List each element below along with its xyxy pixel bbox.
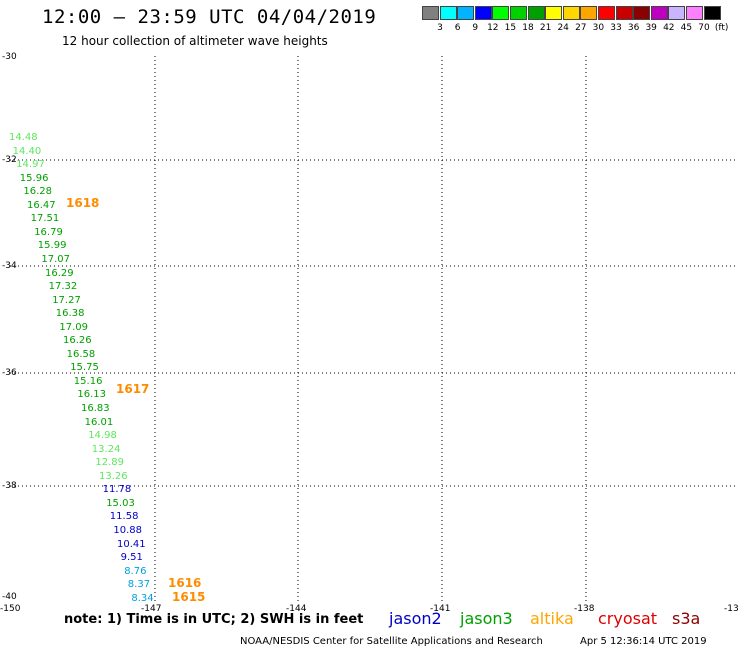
wave-height-value: 16.79 [34,226,63,238]
wave-height-value: 8.34 [131,592,154,604]
latitude-label: -34 [2,261,17,271]
wave-height-value: 15.96 [19,172,49,184]
color-swatch [439,6,457,20]
color-swatch [492,6,510,20]
wave-height-value: 16.28 [23,186,53,198]
note-text: note: 1) Time is in UTC; 2) SWH is in fe… [64,612,364,627]
latitude-label: -38 [2,481,17,491]
graticule [10,56,735,602]
wave-height-value: 14.97 [16,159,45,171]
wave-height-value: 17.27 [52,294,81,306]
color-scale-label: 6 [454,23,461,33]
map-title: 12:00 — 23:59 UTC 04/04/2019 [42,6,377,28]
wave-height-value: 16.83 [81,403,110,414]
longitude-label: -147 [141,604,162,614]
wave-height-value: 10.41 [117,538,146,550]
color-swatch [527,6,545,20]
wave-height-value: 14.48 [9,132,38,143]
color-scale-label: 21 [539,23,552,33]
wave-height-value: 14.98 [88,430,117,442]
color-swatch [598,6,615,20]
color-scale-label: 33 [610,23,622,33]
longitude-label: -138 [574,604,595,614]
color-scale-label: 70 [698,23,710,33]
footer-timestamp: Apr 5 12:36:14 UTC 2019 [580,636,707,647]
color-swatch [703,6,721,20]
wave-height-value: 16.38 [55,308,85,320]
wave-height-value: 17.32 [48,281,78,293]
wave-height-value: 15.16 [73,375,103,387]
wave-height-value: 15.99 [37,240,67,252]
color-scale-label: 27 [575,23,587,33]
color-swatch [422,6,439,20]
wave-height-value: 11.58 [109,511,139,523]
wave-height-value: 16.58 [66,348,96,360]
wave-height-value: 16.13 [77,389,107,401]
color-swatch [474,6,492,20]
color-scale-label: 9 [472,23,479,33]
pass-number-label: 1616 [168,576,202,590]
color-swatch [562,6,580,20]
latitude-label: -30 [2,52,17,62]
map-subtitle: 12 hour collection of altimeter wave hei… [62,34,328,48]
latitude-label: -36 [2,368,17,378]
legend-altika: altika [530,609,574,628]
wave-height-value: 15.03 [106,497,135,509]
wave-height-value: 9.51 [120,552,143,563]
pass-number-label: 1615 [172,590,206,604]
color-swatch [580,6,598,20]
color-swatch [686,6,703,20]
longitude-label: -144 [286,604,307,614]
color-scale-label: 30 [592,23,605,33]
color-scale-label: 15 [504,23,517,33]
color-scale-label: 39 [645,23,657,33]
footer-credit: NOAA/NESDIS Center for Satellite Applica… [240,636,543,647]
wave-height-value: 16.26 [63,335,92,347]
wave-height-value: 16.01 [84,416,114,428]
color-swatch [668,6,686,20]
legend-jason2: jason2 [389,609,442,628]
color-swatch [510,6,527,20]
color-scale-label: 42 [663,23,675,33]
color-scale-label: 24 [557,23,569,33]
color-scale-label: 45 [680,23,693,33]
color-swatch [457,6,475,20]
wave-height-value: 13.26 [99,470,128,482]
color-swatch [545,6,563,20]
color-swatch [615,6,633,20]
longitude-label: -150 [0,604,21,614]
color-swatch [650,6,668,20]
wave-height-value: 16.29 [45,267,74,279]
longitude-label: -13 [724,604,739,614]
wave-height-value: 15.75 [70,362,99,374]
wave-height-value: 17.09 [59,321,89,333]
color-scale-label: 18 [522,23,534,33]
wave-height-value: 16.47 [27,199,56,211]
latitude-label: -40 [2,592,17,602]
color-scale-label: 3 [437,23,443,33]
wave-height-value: 8.76 [124,565,147,577]
wave-height-value: 17.07 [41,253,71,265]
latitude-label: -32 [2,155,17,165]
wave-height-value: 11.78 [102,484,132,496]
wave-height-value: 13.24 [91,443,121,455]
color-scale-label: 36 [627,23,640,33]
legend-cryosat: cryosat [598,609,658,628]
color-scale-unit: (ft) [714,23,729,33]
wave-height-value: 12.89 [95,457,125,469]
wave-height-value: 8.37 [127,579,151,591]
pass-number-label: 1617 [116,382,150,396]
wave-height-value: 10.88 [113,525,143,536]
legend-s3a: s3a [672,609,701,628]
longitude-label: -141 [430,604,451,614]
wave-height-value: 17.51 [30,213,60,225]
wave-height-value: 14.40 [12,145,42,157]
legend-jason3: jason3 [460,609,513,628]
color-swatch [633,6,651,20]
color-scale-label: 12 [487,23,499,33]
pass-number-label: 1618 [66,196,100,210]
